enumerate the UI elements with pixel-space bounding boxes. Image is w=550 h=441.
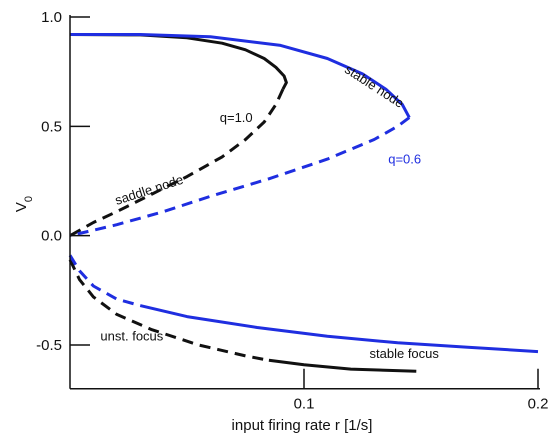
annotation-unst-focus: unst. focus [100,329,163,344]
annotation-stable-focus: stable focus [370,346,440,361]
series-q06-dashed-3 [69,116,411,238]
y-tick-label--0.5: -0.5 [36,337,62,354]
x-axis-title: input firing rate r [1/s] [232,417,373,434]
y-tick-label-0.5: 0.5 [41,118,62,135]
series-layer [68,33,539,373]
y-axis-title: V0 [13,196,35,212]
annotation-stable-node: stable node [342,62,407,111]
series-q06-dashed-6 [68,254,141,308]
axes-layer: 1.0 0.5 0.0 -0.5 0.1 0.2 [36,9,548,413]
series-q10-dashed-4 [68,259,270,362]
annotation-layer: stable node q=1.0 q=0.6 saddle node unst. fo… [100,62,439,362]
series-q10-dashed-1 [69,88,285,238]
annotation-q06: q=0.6 [388,152,421,167]
y-axis-title-main: V [13,202,30,212]
series-q10-solid-5 [268,358,417,373]
y-tick-label-1.0: 1.0 [41,9,62,26]
x-tick-label-0.1: 0.1 [294,396,315,413]
y-axis-title-sub: 0 [23,196,35,202]
y-tick-label-0.0: 0.0 [41,228,62,245]
annotation-q10: q=1.0 [220,110,253,125]
annotation-saddle-node: saddle node [113,172,185,208]
series-q06-solid-7 [139,304,539,354]
series-q06-solid-2 [70,33,411,119]
x-tick-label-0.2: 0.2 [528,396,549,413]
